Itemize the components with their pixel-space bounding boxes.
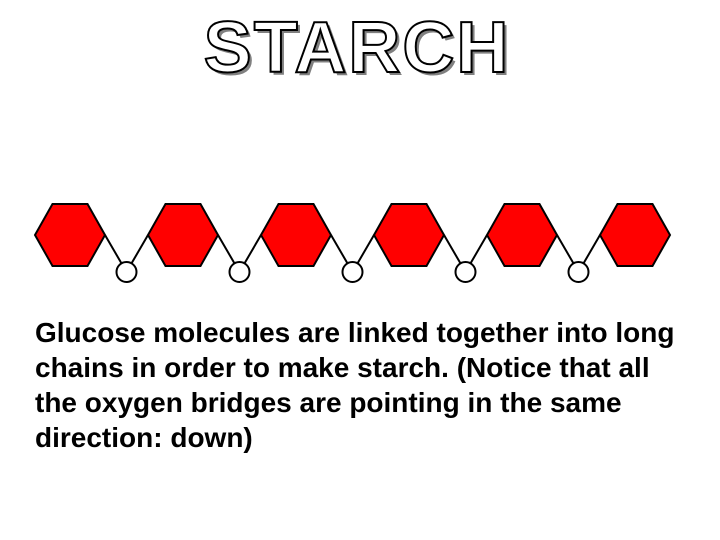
oxygen-bridge-icon (343, 262, 363, 282)
glucose-hexagon (600, 204, 670, 266)
glucose-hexagon (148, 204, 218, 266)
glucose-hexagon (374, 204, 444, 266)
oxygen-bridge-icon (230, 262, 250, 282)
caption-text: Glucose molecules are linked together in… (35, 315, 685, 455)
starch-chain-diagram (25, 195, 695, 295)
title-front: STARCH (204, 7, 511, 89)
glucose-hexagon (487, 204, 557, 266)
oxygen-bridge-icon (117, 262, 137, 282)
glucose-hexagon (35, 204, 105, 266)
glucose-hexagon (261, 204, 331, 266)
oxygen-bridge-icon (569, 262, 589, 282)
chain-svg (25, 195, 695, 295)
oxygen-bridge-icon (456, 262, 476, 282)
